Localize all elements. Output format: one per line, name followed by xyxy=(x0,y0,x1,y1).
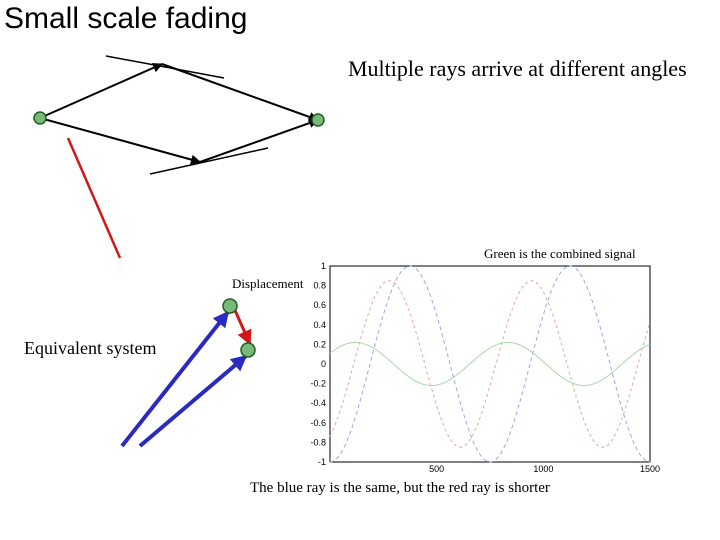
svg-text:1500: 1500 xyxy=(640,464,660,472)
svg-text:-0.6: -0.6 xyxy=(310,418,326,428)
svg-text:0.2: 0.2 xyxy=(313,339,326,349)
rx-node xyxy=(241,343,255,357)
svg-text:-0.2: -0.2 xyxy=(310,379,326,389)
svg-text:1000: 1000 xyxy=(533,464,553,472)
equivalent-system-diagram xyxy=(0,0,330,470)
bottom-note: The blue ray is the same, but the red ra… xyxy=(250,480,550,497)
plot-curve-red xyxy=(330,281,650,448)
svg-text:0.8: 0.8 xyxy=(313,281,326,291)
svg-text:500: 500 xyxy=(429,464,444,472)
plot-curve-blue xyxy=(330,266,650,462)
svg-text:0: 0 xyxy=(321,359,326,369)
rx-node xyxy=(223,299,237,313)
svg-text:1: 1 xyxy=(321,262,326,271)
svg-text:-1: -1 xyxy=(318,457,326,467)
signal-plot: -1 -0.8 -0.6 -0.4 -0.2 0 0.2 0.4 0.6 0.8 1 500 1000… xyxy=(310,262,670,472)
subtitle-text: Multiple rays arrive at different angles xyxy=(348,56,687,82)
svg-text:0.6: 0.6 xyxy=(313,300,326,310)
svg-text:-0.8: -0.8 xyxy=(310,437,326,447)
svg-text:0.4: 0.4 xyxy=(313,320,326,330)
red-ray xyxy=(234,308,250,344)
blue-ray xyxy=(122,312,228,446)
green-note: Green is the combined signal xyxy=(484,246,636,262)
plot-curve-green xyxy=(330,342,650,385)
svg-text:-0.4: -0.4 xyxy=(310,398,326,408)
